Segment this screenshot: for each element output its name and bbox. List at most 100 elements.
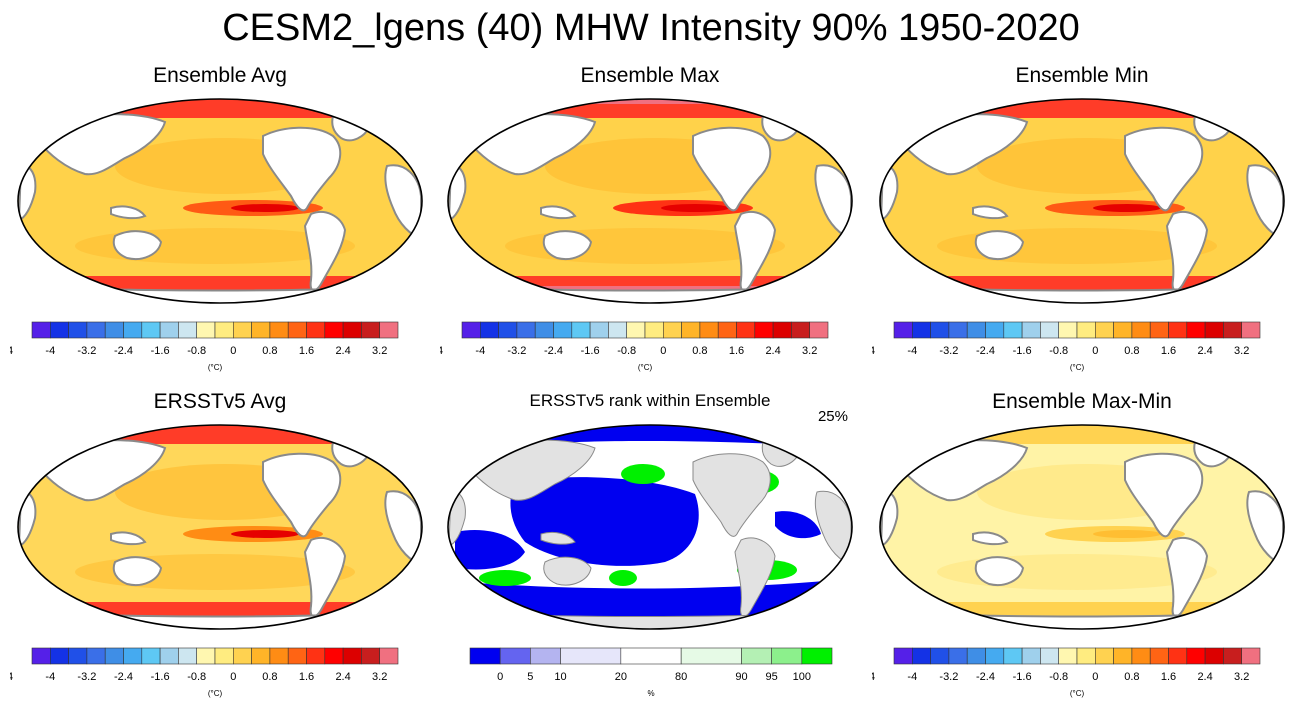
colorbar-unit: (°C) bbox=[1070, 689, 1085, 698]
colorbar-box bbox=[699, 321, 719, 339]
colorbar-box bbox=[553, 321, 573, 339]
colorbar-box bbox=[911, 321, 931, 339]
colorbar-box bbox=[141, 647, 161, 665]
equatorial-core bbox=[1093, 530, 1161, 538]
colorbar-box bbox=[930, 321, 950, 339]
colorbar-tick-label: -0.8 bbox=[617, 345, 636, 357]
colorbar-box bbox=[233, 321, 252, 339]
colorbar-box bbox=[251, 321, 271, 339]
colorbar-tick-label: 10 bbox=[554, 671, 566, 683]
equatorial-core bbox=[231, 204, 299, 212]
colorbar-box bbox=[1113, 321, 1133, 339]
map-outline bbox=[447, 98, 853, 304]
colorbar-tick-label: -2.4 bbox=[114, 671, 133, 683]
map-outline bbox=[17, 424, 423, 630]
land-australia bbox=[974, 556, 1025, 586]
equatorial-core bbox=[1093, 204, 1161, 212]
colorbar-box bbox=[196, 647, 216, 665]
colorbar-box bbox=[741, 647, 772, 665]
colorbar-tick-label: 4 bbox=[872, 345, 875, 357]
panel-ersst-avg: ERSSTv5 Avg -4 -3.2 -2.4 -1.6 -0.8 0 0.8 1.6 2.4… bbox=[10, 388, 430, 728]
colorbar-tick-label: -3.2 bbox=[939, 671, 958, 683]
colorbar-tick-label: -1.6 bbox=[151, 345, 170, 357]
colorbar-box bbox=[1241, 321, 1261, 339]
colorbar-box bbox=[1058, 647, 1078, 665]
map-outline bbox=[879, 98, 1285, 304]
colorbar-tick-label: -0.8 bbox=[1049, 671, 1068, 683]
colorbar-box bbox=[1113, 647, 1133, 665]
colorbar-tick-label: 4 bbox=[872, 671, 875, 683]
world-map bbox=[879, 98, 1285, 304]
colorbar-tick-label: 0 bbox=[497, 671, 503, 683]
colorbar-box bbox=[461, 321, 481, 339]
colorbar-box bbox=[772, 321, 792, 339]
colorbar-tick-label: -0.8 bbox=[1049, 345, 1068, 357]
colorbar-tick-label: 1.6 bbox=[299, 671, 314, 683]
intensity-colorbar: -4 -3.2 -2.4 -1.6 -0.8 0 0.8 1.6 2.4 3.2 4 (°C) bbox=[872, 647, 1261, 698]
colorbar-box bbox=[771, 647, 803, 665]
colorbar-box bbox=[736, 321, 756, 339]
colorbar-box bbox=[86, 647, 106, 665]
north-pacific-green-region bbox=[621, 464, 665, 484]
colorbar-box bbox=[342, 321, 362, 339]
panel-ensemble-avg: Ensemble Avg -4 -3.2 -2.4 -1.6 -0.8 0 0.8 1.6 2.… bbox=[10, 62, 430, 402]
colorbar-box bbox=[1168, 647, 1188, 665]
land-samerica bbox=[1165, 211, 1209, 292]
colorbar-box bbox=[86, 321, 106, 339]
colorbar-box bbox=[233, 647, 252, 665]
southern-ocean-rim bbox=[18, 276, 422, 290]
colorbar-box bbox=[534, 321, 554, 339]
colorbar-box bbox=[49, 647, 69, 665]
colorbar-tick-label: -0.8 bbox=[187, 671, 206, 683]
colorbar-tick-label: 0 bbox=[230, 345, 236, 357]
colorbar-tick-label: -2.4 bbox=[976, 671, 995, 683]
southern-ocean-rim bbox=[18, 602, 422, 616]
colorbar-box bbox=[893, 647, 913, 665]
colorbar-box bbox=[31, 647, 51, 665]
land-indonesia bbox=[972, 531, 1009, 546]
colorbar-box bbox=[1076, 647, 1096, 665]
colorbar-tick-label: 1.6 bbox=[1161, 345, 1176, 357]
map-outline bbox=[879, 424, 1285, 630]
colorbar-tick-label: -0.8 bbox=[187, 345, 206, 357]
land-africa_right bbox=[384, 490, 422, 566]
land-samerica bbox=[303, 211, 347, 292]
colorbar-box bbox=[644, 321, 664, 339]
land-namerica bbox=[262, 452, 342, 538]
colorbar-tick-label: 4 bbox=[10, 671, 13, 683]
world-map bbox=[17, 98, 423, 304]
colorbar-box bbox=[809, 321, 829, 339]
rank-percent-label: 25% bbox=[817, 408, 848, 425]
colorbar-box bbox=[1021, 321, 1041, 339]
world-map bbox=[879, 424, 1285, 630]
colorbar-box bbox=[306, 647, 326, 665]
colorbar-tick-label: 2.4 bbox=[765, 345, 780, 357]
colorbar-box bbox=[1241, 647, 1261, 665]
land-australia bbox=[112, 230, 163, 260]
colorbar-box bbox=[948, 321, 968, 339]
land-indonesia bbox=[110, 531, 147, 546]
colorbar-box bbox=[178, 321, 197, 339]
colorbar-tick-label: 2.4 bbox=[1197, 671, 1212, 683]
panel-title: Ensemble Max-Min bbox=[992, 390, 1172, 413]
colorbar-tick-label: 1.6 bbox=[729, 345, 744, 357]
colorbar-tick-label: -1.6 bbox=[1013, 345, 1032, 357]
colorbar-box bbox=[287, 647, 307, 665]
colorbar-box bbox=[1149, 647, 1169, 665]
land-africa_right bbox=[384, 164, 422, 240]
colorbar-tick-label: 1.6 bbox=[1161, 671, 1176, 683]
world-map bbox=[447, 98, 853, 304]
colorbar-tick-label: -4 bbox=[45, 345, 55, 357]
colorbar-box bbox=[141, 321, 161, 339]
colorbar-box bbox=[49, 321, 69, 339]
colorbar-box bbox=[1223, 647, 1242, 665]
colorbar-box bbox=[681, 321, 701, 339]
colorbar-box bbox=[1131, 321, 1151, 339]
colorbar-box bbox=[324, 647, 344, 665]
colorbar-box bbox=[985, 321, 1005, 339]
colorbar-box bbox=[663, 321, 682, 339]
colorbar-box bbox=[1058, 321, 1078, 339]
colorbar-box bbox=[31, 321, 51, 339]
colorbar-box bbox=[1076, 321, 1096, 339]
land-africa_right bbox=[814, 490, 852, 565]
